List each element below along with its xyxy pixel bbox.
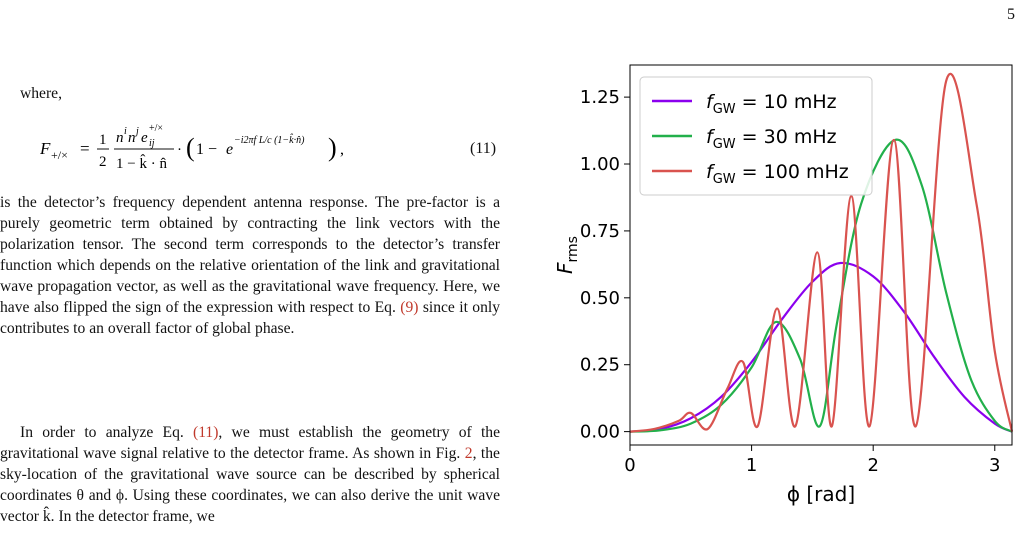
svg-text:=: = (80, 139, 90, 158)
svg-text:i: i (124, 126, 127, 137)
x-tick-label-2: 2 (867, 455, 878, 476)
y-tick-label-0: 0.00 (580, 422, 620, 443)
y-tick-label-3: 0.75 (580, 221, 620, 242)
page-number: 5 (1007, 6, 1015, 23)
legend-box (639, 76, 873, 196)
series-line-1 (629, 138, 1013, 433)
paragraph-text: , the sky-location of the gravitational … (0, 445, 500, 525)
paragraph-text: , we must establish the geometry of the … (0, 424, 501, 462)
paragraph-text: since it only contributes to an overall … (0, 299, 500, 337)
plot-frame (629, 64, 1013, 446)
figure-frms-plot: 0 1 2 3 0.00 0.25 0.50 0.75 1.00 1.25 ϕ [rad] Frms f… (540, 55, 1029, 515)
legend-label-0: fGW = 10 mHz (706, 91, 837, 117)
y-tick-label-5: 1.25 (580, 87, 620, 108)
legend-label-1: fGW = 30 mHz (706, 126, 837, 152)
x-tick-label-1: 1 (746, 455, 757, 476)
svg-text:j: j (134, 126, 139, 137)
svg-text:(: ( (186, 133, 195, 162)
equation-body: F +/× = 1 2 n i n j e +/× ij 1 − k̂ · n̂… (40, 123, 344, 172)
paragraph-geometry: In order to analyze Eq. (11), we must es… (0, 422, 500, 527)
svg-text:): ) (328, 133, 337, 162)
y-tick-label-1: 0.25 (580, 355, 620, 376)
svg-text:·: · (177, 142, 182, 158)
text-column: where, F +/× = 1 2 n i n j e +/× ij 1 − … (0, 85, 500, 527)
svg-text:1 − k̂ · n̂: 1 − k̂ · n̂ (116, 154, 167, 172)
paragraph-text: is the detector’s frequency dependent an… (0, 194, 500, 316)
series-line-2 (629, 72, 1014, 433)
svg-text:,: , (340, 141, 344, 158)
frms-chart: 0 1 2 3 0.00 0.25 0.50 0.75 1.00 1.25 ϕ [rad] Frms f… (553, 64, 1014, 506)
svg-text:n: n (116, 130, 124, 146)
svg-text:ij: ij (149, 138, 155, 149)
x-axis-label: ϕ [rad] (787, 482, 855, 506)
svg-text:F: F (40, 139, 51, 158)
legend-label-2: fGW = 100 mHz (706, 161, 849, 187)
y-tick-label-2: 0.50 (580, 288, 620, 309)
svg-text:+/×: +/× (51, 148, 68, 162)
svg-text:−i2πf L/c (1−k̂·n̂): −i2πf L/c (1−k̂·n̂) (234, 133, 305, 146)
y-tick-label-4: 1.00 (580, 154, 620, 175)
paragraph-antenna-response: is the detector’s frequency dependent an… (0, 192, 500, 339)
svg-text:e: e (141, 130, 148, 146)
equation-11: F +/× = 1 2 n i n j e +/× ij 1 − k̂ · n̂… (40, 112, 500, 172)
where-text: where, (20, 85, 62, 102)
svg-text:n: n (128, 130, 136, 146)
equation-9-link[interactable]: (9) (400, 299, 419, 316)
svg-text:1: 1 (99, 132, 107, 148)
x-tick-label-0: 0 (624, 455, 635, 476)
x-tick-label-3: 3 (989, 455, 1000, 476)
svg-text:+/×: +/× (149, 123, 163, 134)
svg-text:2: 2 (99, 154, 107, 170)
series-line-0 (629, 261, 1013, 433)
figure-2-link[interactable]: 2 (464, 445, 473, 462)
paragraph-text: In order to analyze Eq. (20, 424, 194, 441)
y-axis-label: Frms (553, 236, 581, 274)
equation-11-link[interactable]: (11) (193, 424, 219, 441)
equation-number: (11) (470, 140, 497, 157)
svg-text:1 −: 1 − (196, 141, 217, 158)
svg-text:e: e (226, 141, 233, 158)
